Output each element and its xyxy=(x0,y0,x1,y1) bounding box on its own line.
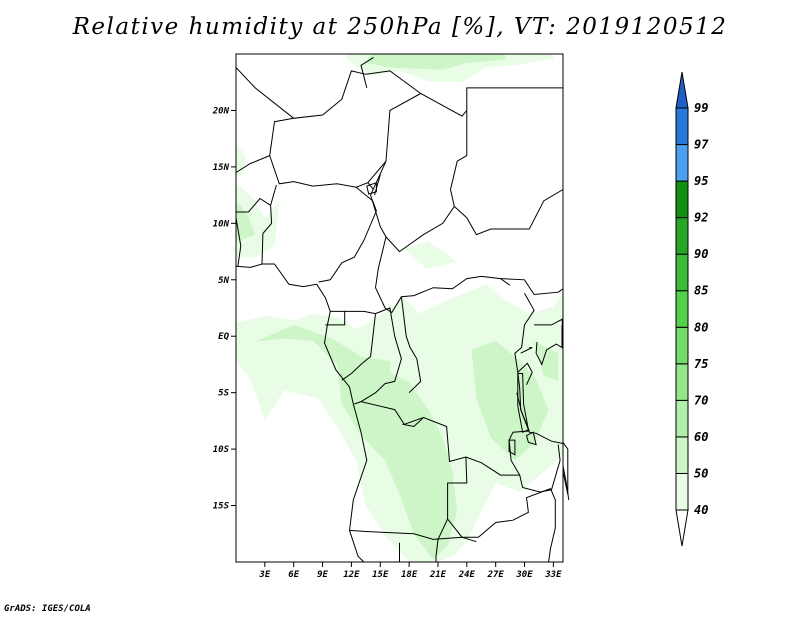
y-tick-label: 15S xyxy=(213,502,230,512)
border-line-15 xyxy=(514,293,535,432)
border-line-22 xyxy=(447,456,551,538)
x-tick-label: 24E xyxy=(458,570,476,580)
border-line-32 xyxy=(360,307,402,403)
colorbar-label: 80 xyxy=(694,320,708,334)
border-line-12 xyxy=(374,236,511,314)
border-line-24 xyxy=(519,444,561,493)
colorbar-min-triangle xyxy=(675,509,689,547)
lake-outline-3 xyxy=(508,439,516,456)
colorbar-label: 50 xyxy=(694,466,708,480)
border-line-18 xyxy=(520,347,533,354)
colorbar-max-triangle xyxy=(675,71,689,109)
colorbar-swatch xyxy=(675,253,689,292)
longitude-ticks: 3E 6E 9E 12E 15E 18E 21E 24E 27E 30E 33E xyxy=(258,562,562,580)
x-tick-label: 9E xyxy=(317,570,328,580)
latitude-ticks: 20N 15N 10N 5N EQ 5S 10S 15S xyxy=(212,106,236,512)
map-title: Relative humidity at 250hPa [%], VT: 201… xyxy=(72,14,728,40)
x-tick-label: 21E xyxy=(429,570,447,580)
colorbar-swatch xyxy=(675,144,689,182)
border-line-27 xyxy=(349,529,477,543)
colorbar-swatch xyxy=(675,472,689,511)
country-borders xyxy=(235,56,570,563)
border-line-33 xyxy=(400,296,422,394)
border-line-3 xyxy=(235,117,294,173)
humidity-region-9 xyxy=(404,241,458,269)
map-frame xyxy=(235,53,564,563)
colorbar-swatch xyxy=(675,436,689,474)
humidity-region-2 xyxy=(236,183,280,258)
border-line-26 xyxy=(435,518,449,562)
x-tick-label: 15E xyxy=(372,570,389,580)
colorbar-label: 75 xyxy=(694,357,708,371)
border-line-29 xyxy=(402,417,424,428)
border-line-8 xyxy=(318,186,377,283)
border-line-2 xyxy=(466,87,563,111)
x-tick-label: 27E xyxy=(487,570,505,580)
colorbar-label: 99 xyxy=(694,101,708,115)
humidity-region-3 xyxy=(236,200,256,241)
x-tick-label: 12E xyxy=(343,570,360,580)
y-tick-label: 15N xyxy=(213,163,230,173)
x-tick-label: 3E xyxy=(258,570,270,580)
y-tick-label: 5N xyxy=(218,276,229,286)
border-line-7 xyxy=(270,184,277,206)
x-tick-label: 33E xyxy=(544,570,562,580)
x-tick-label: 6E xyxy=(288,570,299,580)
border-line-13 xyxy=(453,189,564,236)
colorbar-label: 92 xyxy=(694,211,708,225)
colorbar-label: 40 xyxy=(694,503,708,517)
colorbar-swatch xyxy=(675,290,689,328)
border-line-31 xyxy=(341,310,377,381)
border-line-30 xyxy=(325,310,346,326)
border-line-10 xyxy=(370,110,468,253)
lake-outline-1 xyxy=(517,373,529,433)
colorbar-swatch xyxy=(675,363,689,401)
humidity-region-10 xyxy=(236,144,246,179)
colorbar-swatch xyxy=(675,326,689,365)
y-tick-label: 5S xyxy=(218,389,229,399)
colorbar-label: 70 xyxy=(694,393,708,407)
colorbar-swatch xyxy=(675,399,689,438)
y-tick-label: EQ xyxy=(218,332,229,342)
humidity-shading xyxy=(236,54,563,562)
lake-outline-0 xyxy=(366,181,377,195)
border-line-6 xyxy=(235,217,242,267)
border-line-9 xyxy=(367,93,421,184)
border-line-4 xyxy=(269,155,374,190)
colorbar-label: 97 xyxy=(694,138,709,152)
border-line-14 xyxy=(500,278,564,296)
y-tick-label: 10N xyxy=(213,219,230,229)
border-line-0 xyxy=(235,263,368,563)
border-line-17 xyxy=(535,324,563,366)
border-line-19 xyxy=(517,362,533,386)
humidity-region-7 xyxy=(389,341,414,382)
border-line-34 xyxy=(360,56,374,89)
colorbar-swatch xyxy=(675,217,689,255)
colorbar-swatch xyxy=(675,180,689,219)
y-tick-label: 10S xyxy=(213,445,230,455)
grads-credit: GrADS: IGES/COLA xyxy=(4,604,91,614)
lake-outline-2 xyxy=(525,431,537,446)
colorbar-label: 60 xyxy=(694,430,708,444)
humidity-region-5 xyxy=(255,324,458,560)
colorbar-label: 90 xyxy=(694,247,708,261)
border-line-1 xyxy=(235,67,468,119)
humidity-region-1 xyxy=(365,54,506,70)
colorbar-label: 95 xyxy=(694,174,708,188)
border-line-23 xyxy=(548,488,556,563)
humidity-region-8 xyxy=(534,341,559,382)
x-tick-label: 30E xyxy=(515,570,533,580)
colorbar: 40 50 60 70 75 80 85 90 92 95 97 99 xyxy=(675,71,709,547)
x-tick-label: 18E xyxy=(401,570,418,580)
colorbar-label: 85 xyxy=(694,284,708,298)
y-tick-label: 20N xyxy=(212,106,230,116)
colorbar-swatch xyxy=(675,107,689,146)
